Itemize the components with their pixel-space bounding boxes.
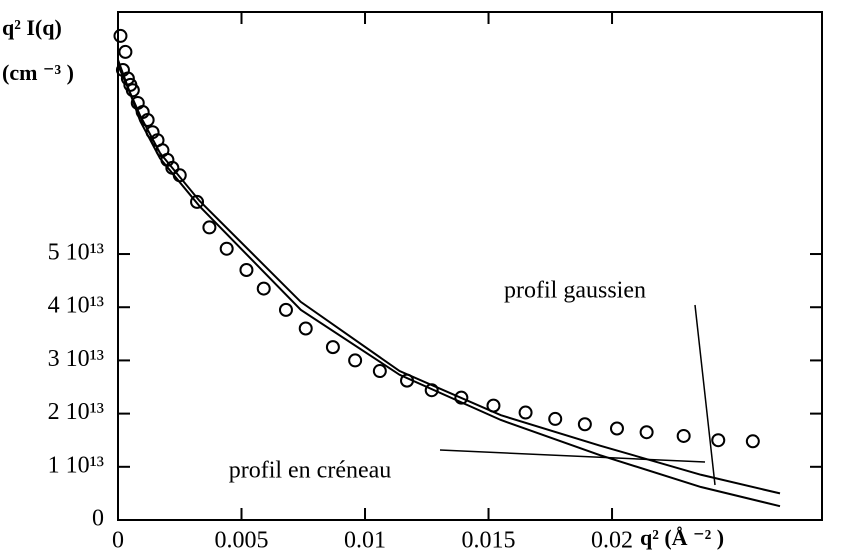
data-point [298,321,313,336]
data-point [548,411,563,426]
data-point [256,281,271,296]
x-axis-label: q² (Å ⁻² ) [640,525,724,550]
data-point [219,241,234,256]
y-axis-label: q² I(q) [2,15,62,40]
y-tick-label: 4 10¹³ [48,293,104,319]
data-point [676,428,691,443]
line [117,59,781,508]
data-point [745,434,760,449]
data-point [372,364,387,379]
x-tick-label: 0 [112,528,124,553]
plot-frame [117,11,823,521]
data-point [454,390,469,405]
data-point [486,398,501,413]
annotation: profil gaussien [504,278,646,304]
data-point [172,168,187,183]
x-tick-label: 0.015 [462,528,516,553]
data-point [118,44,133,59]
y-tick-label: 3 10¹³ [48,346,104,372]
data-point [278,302,293,317]
data-point [120,71,135,86]
data-point [165,160,180,175]
annotation: profil en créneau [229,458,392,484]
y-tick-label: 0 [92,506,104,532]
line [117,64,781,495]
data-point [113,28,128,43]
data-point [424,383,439,398]
data-point [125,83,140,98]
x-tick-label: 0.005 [215,528,269,553]
leader-line [439,449,706,463]
data-point [639,425,654,440]
y-tick-label: 1 10¹³ [48,452,104,478]
data-point [325,340,340,355]
x-tick-label: 0.02 [591,528,633,553]
data-point [518,405,533,420]
leader-line [694,304,716,486]
data-point [577,417,592,432]
data-point [239,262,254,277]
data-point [400,373,415,388]
x-tick-label: 0.01 [344,528,386,553]
data-point [348,353,363,368]
y-axis-label: (cm ⁻³ ) [2,60,74,85]
data-point [190,194,205,209]
data-point [140,112,155,127]
y-tick-label: 2 10¹³ [48,399,104,425]
data-point [609,421,624,436]
y-tick-label: 5 10¹³ [48,240,104,266]
data-point [202,220,217,235]
data-point [711,433,726,448]
